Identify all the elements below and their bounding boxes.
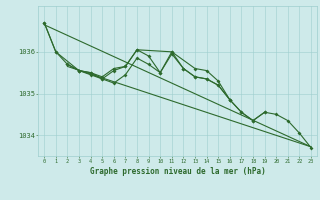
X-axis label: Graphe pression niveau de la mer (hPa): Graphe pression niveau de la mer (hPa)	[90, 167, 266, 176]
